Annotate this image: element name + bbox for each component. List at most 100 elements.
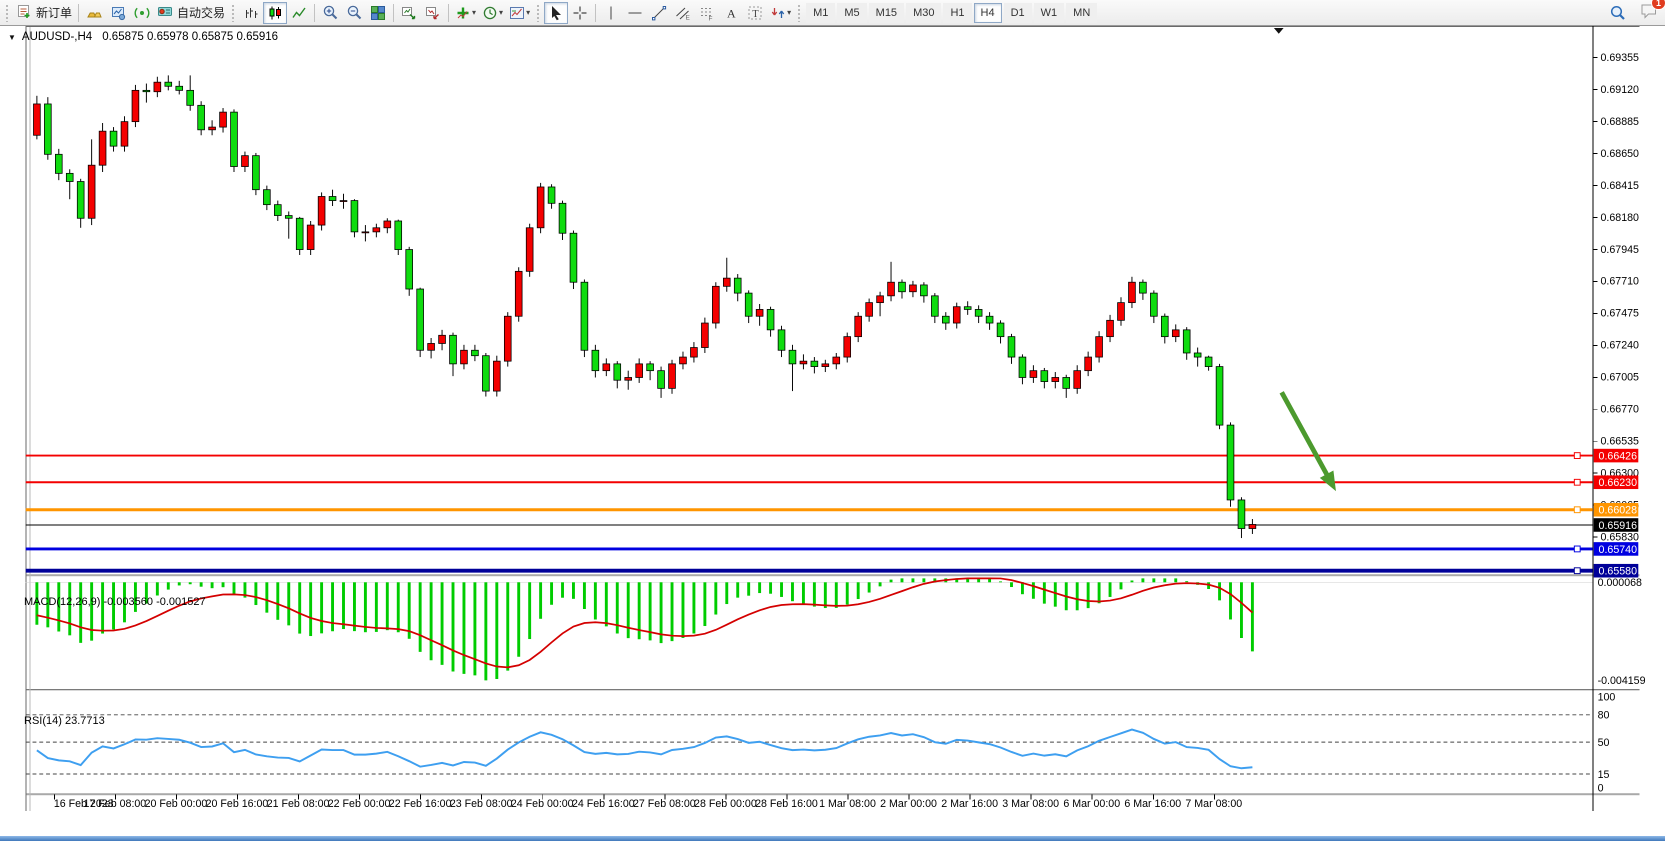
time-tick-label[interactable]: 24 Feb 00:00 bbox=[511, 798, 574, 810]
level-drag-handle[interactable] bbox=[1573, 452, 1581, 459]
time-tick-label[interactable]: 16 Feb 2023 bbox=[54, 798, 114, 810]
trend-arrow-head bbox=[1319, 470, 1336, 492]
fibonacci-button[interactable]: F bbox=[695, 2, 719, 24]
toolbar-drag-handle[interactable] bbox=[797, 3, 803, 22]
template-icon bbox=[510, 6, 525, 19]
tile-windows-icon bbox=[371, 5, 386, 20]
templates-button[interactable]: ▾ bbox=[506, 2, 533, 24]
timeframe-m5-button[interactable]: M5 bbox=[837, 2, 867, 23]
arrange-buy-button[interactable] bbox=[397, 2, 421, 24]
dropdown-caret: ▾ bbox=[472, 8, 477, 17]
candle-body bbox=[952, 306, 961, 324]
time-tick-label[interactable]: 20 Feb 00:00 bbox=[145, 798, 208, 810]
time-tick-label[interactable]: 6 Mar 00:00 bbox=[1063, 798, 1120, 810]
time-tick-label[interactable]: 22 Feb 00:00 bbox=[328, 798, 391, 810]
time-tick-label[interactable]: 17 Feb 08:00 bbox=[84, 798, 147, 810]
time-tick-label[interactable]: 22 Feb 16:00 bbox=[389, 798, 452, 810]
time-tick-label[interactable]: 7 Mar 08:00 bbox=[1185, 798, 1242, 810]
timeframe-h4-button[interactable]: H4 bbox=[973, 2, 1002, 23]
chart-canvas[interactable]: 0.69355 0.69120 0.68885 0.68650 0.68415 0.681… bbox=[0, 26, 1665, 841]
chart-shift-marker[interactable] bbox=[1273, 27, 1284, 34]
separator bbox=[78, 3, 80, 22]
level-drag-handle[interactable] bbox=[1573, 567, 1581, 575]
timeframe-mn-button[interactable]: MN bbox=[1066, 2, 1098, 23]
signal-button[interactable] bbox=[130, 2, 154, 24]
candle-body bbox=[295, 217, 304, 250]
zoom-out-button[interactable] bbox=[342, 2, 366, 24]
time-tick-label[interactable]: 27 Feb 08:00 bbox=[633, 798, 696, 810]
text-label-button[interactable]: T bbox=[743, 2, 767, 24]
time-tick-label[interactable]: 28 Feb 16:00 bbox=[755, 798, 818, 810]
candle-body bbox=[1051, 377, 1060, 382]
candle-body bbox=[383, 220, 392, 229]
time-tick-label[interactable]: 3 Mar 08:00 bbox=[1002, 798, 1059, 810]
zoom-in-button[interactable] bbox=[318, 2, 342, 24]
candle-body bbox=[1182, 329, 1191, 354]
line-chart-icon bbox=[292, 7, 306, 18]
candle-body bbox=[821, 363, 830, 367]
time-tick-label[interactable]: 2 Mar 16:00 bbox=[941, 798, 998, 810]
candle-body bbox=[854, 315, 862, 338]
toolbar-drag-handle[interactable] bbox=[536, 3, 542, 22]
bar-chart-button[interactable] bbox=[239, 2, 263, 24]
timeframe-h1-button[interactable]: H1 bbox=[943, 2, 972, 23]
time-tick-label[interactable]: 21 Feb 08:00 bbox=[267, 798, 330, 810]
candle-body bbox=[876, 295, 884, 304]
timeframe-m1-button[interactable]: M1 bbox=[806, 2, 836, 23]
macd-indicator-label: MACD(12,26,9) -0.003560 -0.001527 bbox=[24, 596, 206, 608]
candle-body bbox=[1117, 302, 1125, 321]
search-button[interactable] bbox=[1606, 2, 1630, 24]
candle-body bbox=[87, 164, 96, 219]
vertical-line-button[interactable] bbox=[599, 2, 623, 24]
cursor-button[interactable] bbox=[544, 1, 569, 24]
candle-body bbox=[1150, 292, 1158, 317]
candle-body bbox=[679, 356, 687, 365]
line-chart-button[interactable] bbox=[287, 2, 311, 24]
market-watch-button[interactable] bbox=[106, 2, 130, 24]
timeframe-m30-button[interactable]: M30 bbox=[906, 2, 942, 23]
new-order-button[interactable]: 新订单 bbox=[13, 2, 75, 24]
level-drag-handle[interactable] bbox=[1573, 545, 1581, 553]
trendline-button[interactable] bbox=[647, 2, 671, 24]
toolbar-drag-handle[interactable] bbox=[231, 3, 237, 22]
time-tick-label[interactable]: 28 Feb 00:00 bbox=[694, 798, 757, 810]
chart-title: ▼ AUDUSD-,H4 0.65875 0.65978 0.65875 0.6… bbox=[8, 31, 278, 43]
candle-body bbox=[503, 315, 512, 362]
candle-body bbox=[657, 370, 665, 389]
timeframe-w1-button[interactable]: W1 bbox=[1033, 2, 1065, 23]
time-tick-label[interactable]: 1 Mar 08:00 bbox=[819, 798, 876, 810]
indicators-button[interactable]: ▾ bbox=[452, 2, 479, 24]
periods-button[interactable]: ▾ bbox=[479, 2, 506, 24]
auto-trading-button[interactable]: 自动交易 bbox=[154, 2, 228, 24]
timeframe-m15-button[interactable]: M15 bbox=[868, 2, 905, 23]
time-tick-label[interactable]: 24 Feb 16:00 bbox=[572, 798, 635, 810]
time-tick-label[interactable]: 23 Feb 08:00 bbox=[450, 798, 513, 810]
arrange-sell-button[interactable] bbox=[421, 2, 445, 24]
candle-body bbox=[547, 186, 556, 204]
level-drag-handle[interactable] bbox=[1573, 478, 1581, 486]
candlestick-chart-icon bbox=[269, 6, 282, 19]
candle-body bbox=[1193, 352, 1202, 358]
chat-button[interactable]: 1 bbox=[1640, 0, 1665, 25]
candle-body bbox=[525, 227, 534, 272]
trend-arrow-annotation[interactable] bbox=[1279, 391, 1332, 481]
time-tick-label[interactable]: 20 Feb 16:00 bbox=[206, 798, 269, 810]
crosshair-button[interactable] bbox=[568, 2, 592, 24]
tile-windows-button[interactable] bbox=[366, 2, 390, 24]
gold-button[interactable] bbox=[82, 2, 106, 24]
candlestick-chart-button[interactable] bbox=[263, 1, 288, 24]
macd-signal-line bbox=[36, 577, 1253, 669]
text-button[interactable]: A bbox=[719, 2, 743, 24]
zoom-out-icon bbox=[347, 5, 361, 20]
arrows-shapes-button[interactable]: ▾ bbox=[767, 2, 794, 24]
equidistant-channel-button[interactable]: E bbox=[671, 2, 695, 24]
horizontal-line-button[interactable] bbox=[623, 2, 647, 24]
toolbar-drag-handle[interactable] bbox=[5, 3, 10, 22]
timeframe-d1-button[interactable]: D1 bbox=[1003, 2, 1032, 23]
level-drag-handle[interactable] bbox=[1573, 506, 1581, 514]
time-tick-label[interactable]: 6 Mar 16:00 bbox=[1124, 798, 1181, 810]
chart-dropdown-icon[interactable]: ▼ bbox=[8, 32, 16, 42]
time-tick-label[interactable]: 2 Mar 00:00 bbox=[880, 798, 937, 810]
search-icon bbox=[1610, 5, 1625, 20]
candle-body bbox=[1029, 370, 1038, 378]
